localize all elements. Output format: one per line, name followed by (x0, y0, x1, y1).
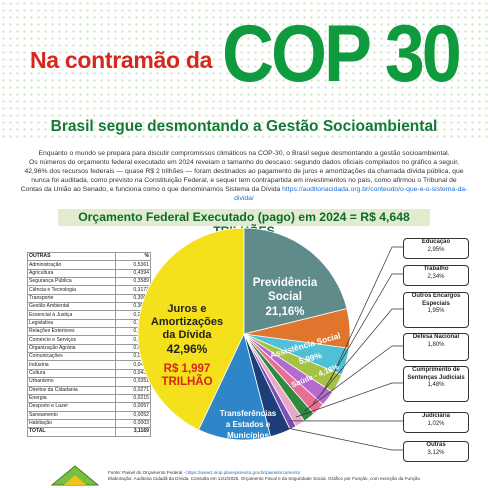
callout-box-outras: Outras 3,12% (403, 441, 469, 462)
intro-text: Enquanto o mundo se prepara para discuti… (20, 150, 468, 203)
callout-box-judiciaria: Judiciária 1,02% (403, 412, 469, 433)
juros-amount-1: R$ 1,997 (164, 363, 211, 375)
transferencias-label-2: a Estados e (226, 420, 271, 429)
callout-label: Defesa Nacional (412, 334, 460, 340)
footer-source-link[interactable]: https://www1.siop.planejamento.gov.br/pa… (186, 470, 301, 475)
callout-label: Cumprimento de Sentenças Judiciais (407, 367, 465, 381)
callout-box-sentencas: Cumprimento de Sentenças Judiciais 1,48% (403, 366, 469, 402)
previdencia-label-2: Social (268, 291, 302, 303)
subtitle: Brasil segue desmontando a Gestão Socioa… (50, 118, 438, 135)
callout-label: Outras (426, 442, 446, 448)
intro-paragraph-2: Os números do orçamento federal executad… (20, 158, 464, 193)
others-table: OUTRAS % Administração 0,5361 Agricultura 0… (27, 251, 151, 437)
intro-paragraph-1: Enquanto o mundo se prepara para discuti… (38, 150, 450, 157)
intro-link[interactable]: https://auditoriacidada.org.br/conteudo/… (234, 185, 468, 202)
callout-box-educacao: Educação 2,95% (403, 238, 469, 259)
leader-line-6 (277, 425, 403, 451)
callout-label: Trabalho (423, 266, 449, 272)
callout-box-defesa: Defesa Nacional 1,80% (403, 333, 469, 361)
previdencia-pct: 21,16% (265, 306, 304, 318)
footer: Fonte: Painel do Orçamento Federal - htt… (108, 470, 420, 482)
callout-box-outros-encargos: Outros Encargos Especiais 1,95% (403, 292, 469, 328)
callout-box-trabalho: Trabalho 2,34% (403, 265, 469, 286)
leader-line-0 (330, 246, 403, 381)
table-total-row: TOTAL 3,1169 (27, 427, 151, 437)
leader-line-2 (312, 308, 403, 404)
callout-pct: 2,34% (427, 273, 445, 280)
juros-amount-2: TRILHÃO (161, 375, 212, 388)
transferencias-label-3: Municípios (227, 431, 269, 440)
transferencias-pct: 11,07% (235, 444, 262, 453)
footer-credit: Elaboração: Auditoria Cidadã da Dívida. … (108, 476, 421, 481)
juros-label-2: Amortizações (151, 316, 223, 328)
callout-pct: 2,95% (427, 246, 445, 253)
callout-label: Educação (421, 239, 451, 245)
callout-pct: 1,80% (427, 341, 445, 348)
pie-slice-11 (198, 332, 272, 441)
leader-line-3 (304, 345, 403, 412)
juros-label-1: Juros e (167, 303, 206, 315)
callout-pct: 1,02% (427, 420, 445, 427)
table-cell-value: 3,1169 (115, 427, 151, 437)
footer-source: Fonte: Painel do Orçamento Federal - (108, 470, 186, 475)
auditoria-cidada-logo (50, 465, 100, 486)
leader-line-1 (321, 273, 403, 394)
callout-pct: 1,95% (427, 308, 445, 314)
cop30-title: COP 30 (222, 9, 462, 100)
transferencias-label-1: Transferências (220, 409, 277, 418)
juros-pct: 42,96% (167, 342, 208, 356)
callout-label: Outros Encargos Especiais (411, 293, 461, 307)
callout-pct: 1,48% (427, 382, 445, 388)
headline: Na contramão da (30, 47, 213, 73)
previdencia-label-1: Previdência (253, 277, 318, 289)
pie-slice-1 (243, 227, 348, 335)
callout-pct: 3,12% (427, 449, 445, 456)
juros-label-3: da Dívida (163, 329, 213, 341)
dotted-background (0, 0, 488, 140)
pie-slice-0 (137, 227, 245, 431)
callout-label: Judiciária (421, 413, 450, 419)
leader-line-4 (295, 382, 403, 418)
